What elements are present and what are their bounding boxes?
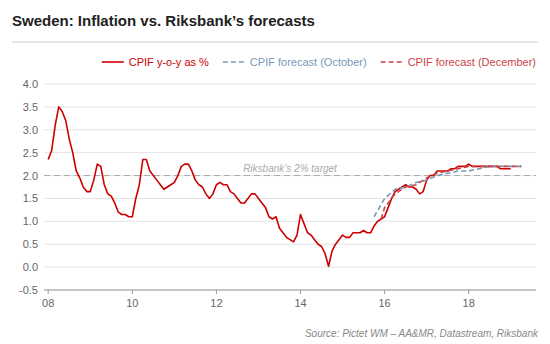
title-rule	[12, 42, 538, 43]
y-tick-label: 4.0	[23, 78, 38, 90]
grid-line	[44, 290, 536, 291]
annotation: Riksbank’s 2% target	[243, 163, 338, 174]
y-tick-label: 3.0	[23, 124, 38, 136]
grid-line	[44, 84, 536, 85]
x-tick	[468, 290, 469, 294]
grid-line	[44, 129, 536, 130]
y-tick-label: 2.0	[23, 170, 38, 182]
legend: CPIF y-o-y as % CPIF forecast (October) CP…	[102, 56, 536, 68]
legend-label: CPIF y-o-y as %	[129, 56, 209, 68]
legend-swatch	[223, 61, 245, 63]
legend-swatch	[381, 61, 403, 63]
target-line	[44, 175, 536, 176]
y-tick-label: 1.5	[23, 192, 38, 204]
legend-label: CPIF forecast (October)	[250, 56, 367, 68]
y-tick-label: 0.0	[23, 261, 38, 273]
y-tick-label: 1.0	[23, 215, 38, 227]
x-tick	[48, 290, 49, 294]
series-line	[381, 166, 521, 219]
legend-label: CPIF forecast (December)	[408, 56, 536, 68]
legend-item: CPIF y-o-y as %	[102, 56, 209, 68]
y-tick-label: 3.5	[23, 101, 38, 113]
grid-line	[44, 152, 536, 153]
x-tick-label: 14	[294, 297, 306, 309]
y-tick-label: 2.5	[23, 147, 38, 159]
x-tick-label: 16	[378, 297, 390, 309]
grid-line	[44, 221, 536, 222]
series-line	[48, 107, 511, 266]
legend-swatch	[102, 61, 124, 63]
grid-line	[44, 175, 536, 176]
x-tick	[216, 290, 217, 294]
legend-item: CPIF forecast (October)	[223, 56, 367, 68]
x-tick-label: 12	[210, 297, 222, 309]
source: Source: Pictet WM – AA&MR, Datastream, R…	[305, 328, 539, 339]
x-tick	[300, 290, 301, 294]
grid-line	[44, 244, 536, 245]
x-tick-label: 08	[42, 297, 54, 309]
x-tick	[384, 290, 385, 294]
x-tick-label: 10	[126, 297, 138, 309]
grid-line	[44, 106, 536, 107]
grid-line	[44, 198, 536, 199]
y-tick-label: 0.5	[23, 238, 38, 250]
plot-area	[44, 107, 536, 266]
legend-item: CPIF forecast (December)	[381, 56, 536, 68]
title: Sweden: Inflation vs. Riksbank’s forecas…	[12, 12, 315, 29]
series-line	[374, 166, 521, 216]
x-axis	[44, 290, 536, 291]
chart: Sweden: Inflation vs. Riksbank’s forecas…	[0, 0, 550, 344]
x-tick-label: 18	[463, 297, 475, 309]
y-tick-label: -0.5	[19, 284, 38, 296]
grid-line	[44, 267, 536, 268]
x-tick	[132, 290, 133, 294]
